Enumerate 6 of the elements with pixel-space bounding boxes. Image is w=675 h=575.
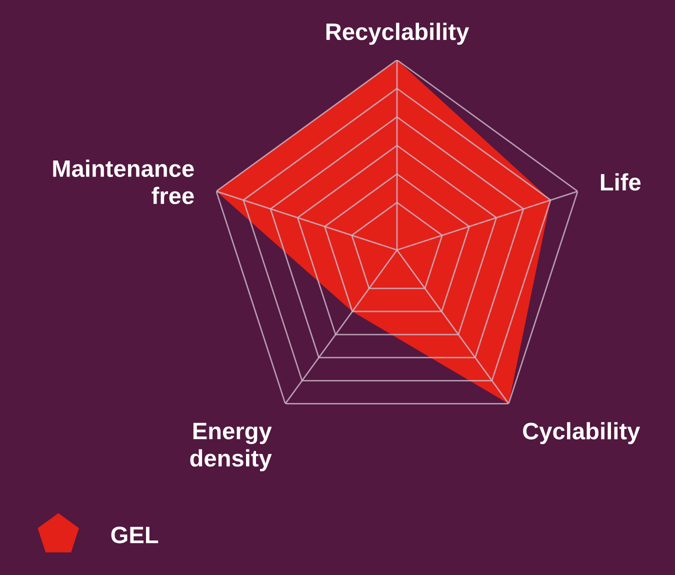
spoke-label: Energy density xyxy=(190,422,272,472)
spoke-label: Life xyxy=(600,173,641,191)
legend-label: GEL xyxy=(111,526,158,544)
spoke-label: Maintenance free xyxy=(53,160,194,204)
spoke-label: Recyclability xyxy=(326,22,470,45)
spoke-label: Cyclability xyxy=(523,422,640,444)
